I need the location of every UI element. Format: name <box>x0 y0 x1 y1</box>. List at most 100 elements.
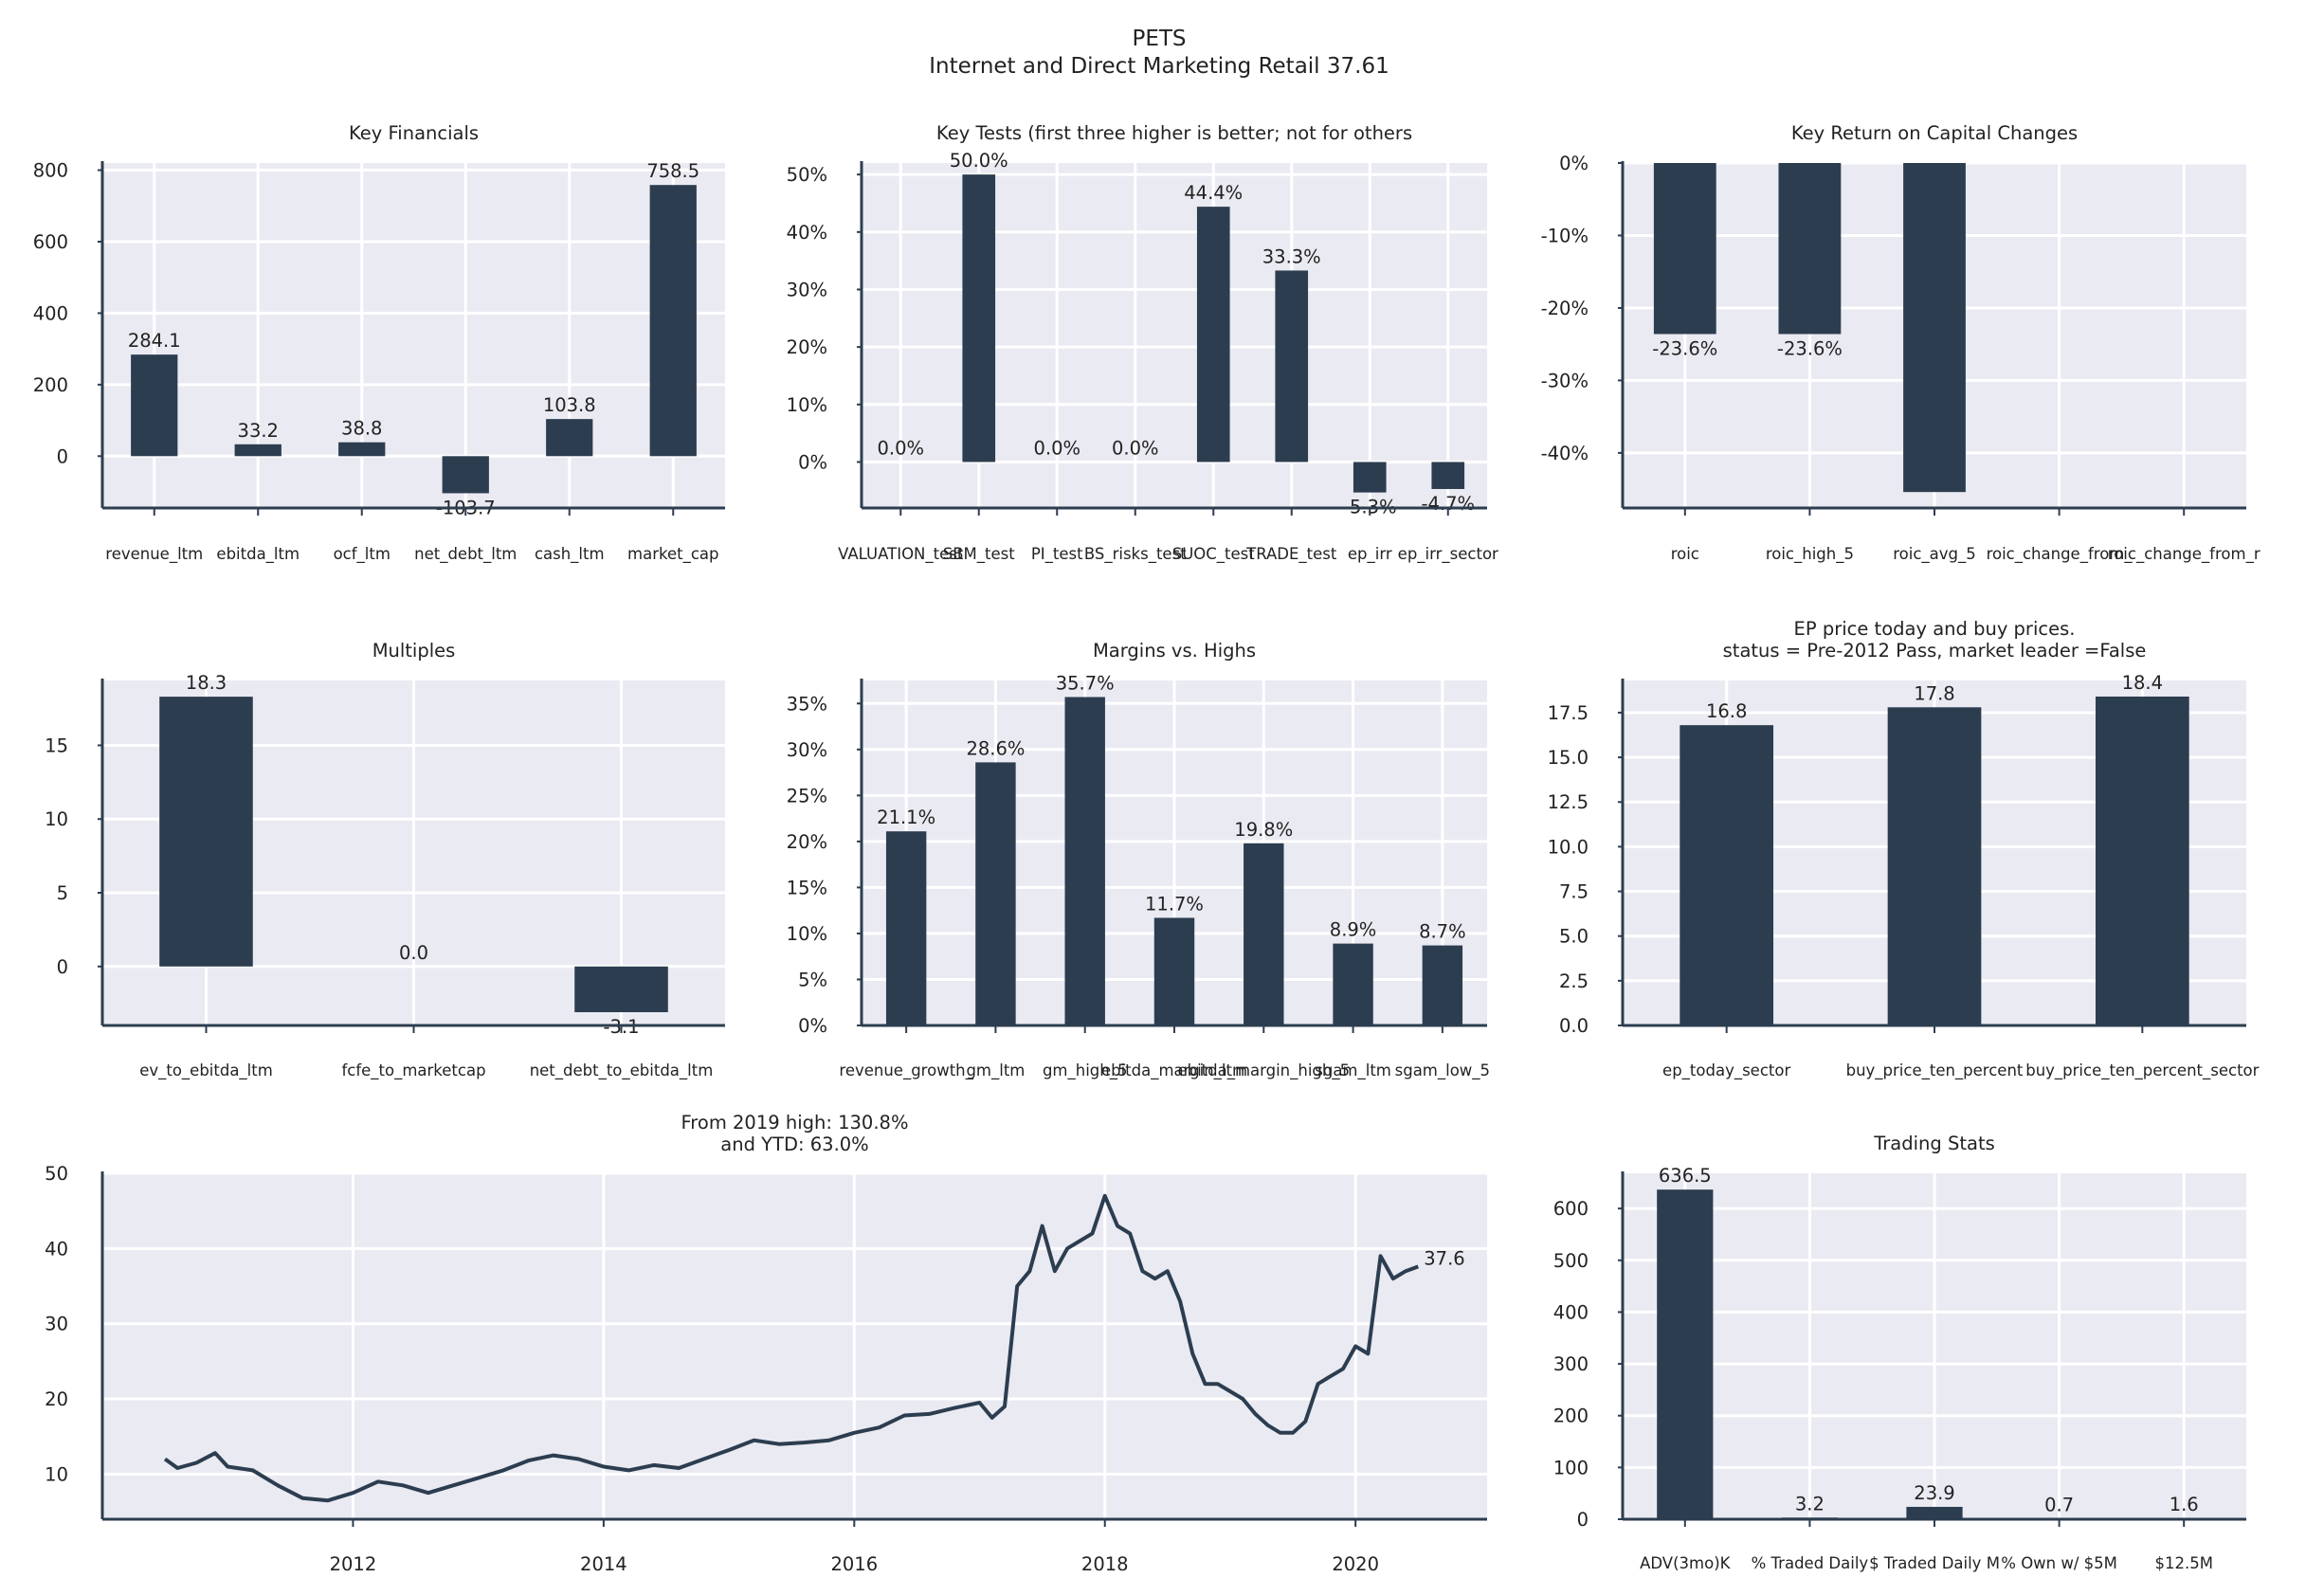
data-label: 3.2 <box>1795 1493 1825 1514</box>
x-tick-label: 2016 <box>830 1553 878 1575</box>
data-label: 19.8% <box>1234 819 1293 841</box>
bar-adv-3mo-k <box>1657 1189 1714 1519</box>
chart-title: Trading Stats <box>1873 1133 1995 1154</box>
y-tick-label: 500 <box>1553 1250 1589 1272</box>
ep-price-chart: EP price today and buy prices.status = P… <box>1548 618 2260 1080</box>
x-tick-label: 2018 <box>1081 1553 1129 1575</box>
y-tick-label: 40 <box>45 1238 68 1260</box>
y-tick-label: 0 <box>57 956 68 978</box>
x-tick-label: % Own w/ $5M <box>2001 1554 2117 1572</box>
y-tick-label: 400 <box>33 302 68 324</box>
y-tick-label: 600 <box>1553 1198 1589 1220</box>
x-tick-label: $ Traded Daily M <box>1869 1554 2000 1572</box>
y-tick-label: 10 <box>45 1463 68 1485</box>
y-tick-label: -40% <box>1541 443 1589 464</box>
bar-buy-price-ten-percent-sector <box>2095 696 2189 1025</box>
bar-sbm-test <box>962 174 996 462</box>
x-tick-label: revenue_growth_ <box>839 1061 973 1080</box>
data-label: 18.3 <box>186 672 227 694</box>
x-tick-label: SBM_test <box>943 545 1015 564</box>
y-tick-label: 10.0 <box>1548 836 1589 858</box>
y-tick-label: 10% <box>787 394 827 416</box>
data-label: -23.6% <box>1777 337 1843 359</box>
price-history-chart: From 2019 high: 130.8%and YTD: 63.0% 10 20… <box>45 1112 1487 1575</box>
y-tick-label: 15% <box>787 877 827 898</box>
x-tick-label: sgam_ltm <box>1315 1061 1391 1080</box>
x-tick-label: PI_test <box>1031 545 1083 564</box>
data-label: 0.0% <box>877 437 924 459</box>
y-tick-label: 40% <box>787 222 827 244</box>
x-tick-label: roic_change_from_r <box>2108 545 2261 564</box>
data-label: 50.0% <box>950 150 1008 172</box>
data-label: 8.9% <box>1330 919 1377 941</box>
data-label: 33.2 <box>238 420 279 442</box>
x-tick-label: ep_irr <box>1348 545 1392 564</box>
bar-roic-high-5 <box>1778 163 1842 335</box>
figure-title-industry: Internet and Direct Marketing Retail 37.… <box>929 54 1389 79</box>
x-tick-label: gm_high_5 <box>1043 1061 1128 1080</box>
x-tick-label: fcfe_to_marketcap <box>341 1061 485 1080</box>
y-tick-label: 30 <box>45 1314 68 1335</box>
y-tick-label: 2.5 <box>1559 970 1589 992</box>
x-tick-label: net_debt_to_ebitda_ltm <box>530 1061 714 1080</box>
x-tick-label: buy_price_ten_percent <box>1846 1061 2024 1080</box>
data-label: 28.6% <box>966 737 1025 759</box>
bar-roic <box>1653 163 1716 335</box>
data-label: 21.1% <box>877 807 935 828</box>
figure-title-ticker: PETS <box>1132 27 1186 51</box>
y-tick-label: 0% <box>1559 153 1589 174</box>
y-tick-label: 25% <box>787 785 827 807</box>
bar-ev-to-ebitda-ltm <box>159 697 253 967</box>
y-tick-label: 15 <box>45 735 68 756</box>
bar-ebitda-margin-high-5 <box>1244 843 1284 1025</box>
x-tick-label: ocf_ltm <box>334 545 390 564</box>
bar-gm-high-5 <box>1064 697 1105 1025</box>
data-label: 38.8 <box>341 418 382 440</box>
x-tick-label: sgam_low_5 <box>1395 1061 1490 1080</box>
bar-trade-test <box>1275 270 1309 462</box>
y-tick-label: 50% <box>787 164 827 186</box>
x-tick-label: ep_today_sector <box>1662 1061 1790 1080</box>
chart-title: Key Financials <box>349 122 479 144</box>
x-tick-label: ev_to_ebitda_ltm <box>139 1061 273 1080</box>
y-tick-label: -30% <box>1541 370 1589 391</box>
y-tick-label: 300 <box>1553 1353 1589 1375</box>
chart-title: From 2019 high: 130.8% <box>681 1112 909 1134</box>
chart-title: Multiples <box>372 640 456 662</box>
bar-revenue-growth <box>885 831 927 1025</box>
x-tick-label: roic_avg_5 <box>1893 545 1976 564</box>
y-tick-label: 20% <box>787 831 827 853</box>
y-tick-label: 5.0 <box>1559 926 1589 948</box>
data-label: 44.4% <box>1184 182 1243 204</box>
price-line <box>163 1193 1419 1503</box>
data-label: 0.0 <box>399 942 428 964</box>
x-tick-label: net_debt_ltm <box>414 545 517 564</box>
x-tick-label: revenue_ltm <box>105 545 203 564</box>
data-label: 16.8 <box>1706 700 1747 722</box>
margins-chart: Margins vs. Highs 0% 5% 10% 15% 20% 25% 30% 35% 2… <box>787 640 1490 1080</box>
x-tick-label: % Traded Daily <box>1752 1554 1869 1572</box>
y-tick-label: 30% <box>787 739 827 761</box>
y-tick-label: 35% <box>787 693 827 715</box>
y-tick-label: 200 <box>1553 1406 1589 1427</box>
x-tick-label: 2014 <box>580 1553 627 1575</box>
x-tick-label: roic <box>1671 545 1699 563</box>
data-label: 636.5 <box>1659 1165 1712 1187</box>
y-tick-label: 100 <box>1553 1457 1589 1478</box>
bar-revenue-ltm <box>131 354 178 457</box>
y-tick-label: 200 <box>33 374 68 396</box>
plot-area <box>862 163 1487 508</box>
y-tick-label: 800 <box>33 160 68 182</box>
y-tick-label: -20% <box>1541 298 1589 319</box>
multiples-chart: Multiples05101518.30.0-3.1ev_to_ebitda_l… <box>45 640 725 1080</box>
y-tick-label: 5% <box>798 969 827 990</box>
y-tick-label: 0 <box>57 445 68 467</box>
plot-area <box>102 163 725 508</box>
chart-subtitle: status = Pre-2012 Pass, market leader =F… <box>1723 640 2147 662</box>
x-tick-label: 2012 <box>330 1553 377 1575</box>
data-label: 11.7% <box>1145 893 1204 915</box>
y-tick-label: 15.0 <box>1548 747 1589 769</box>
y-tick-label: 0 <box>1577 1509 1589 1531</box>
bar-roic-avg-5 <box>1903 163 1966 493</box>
